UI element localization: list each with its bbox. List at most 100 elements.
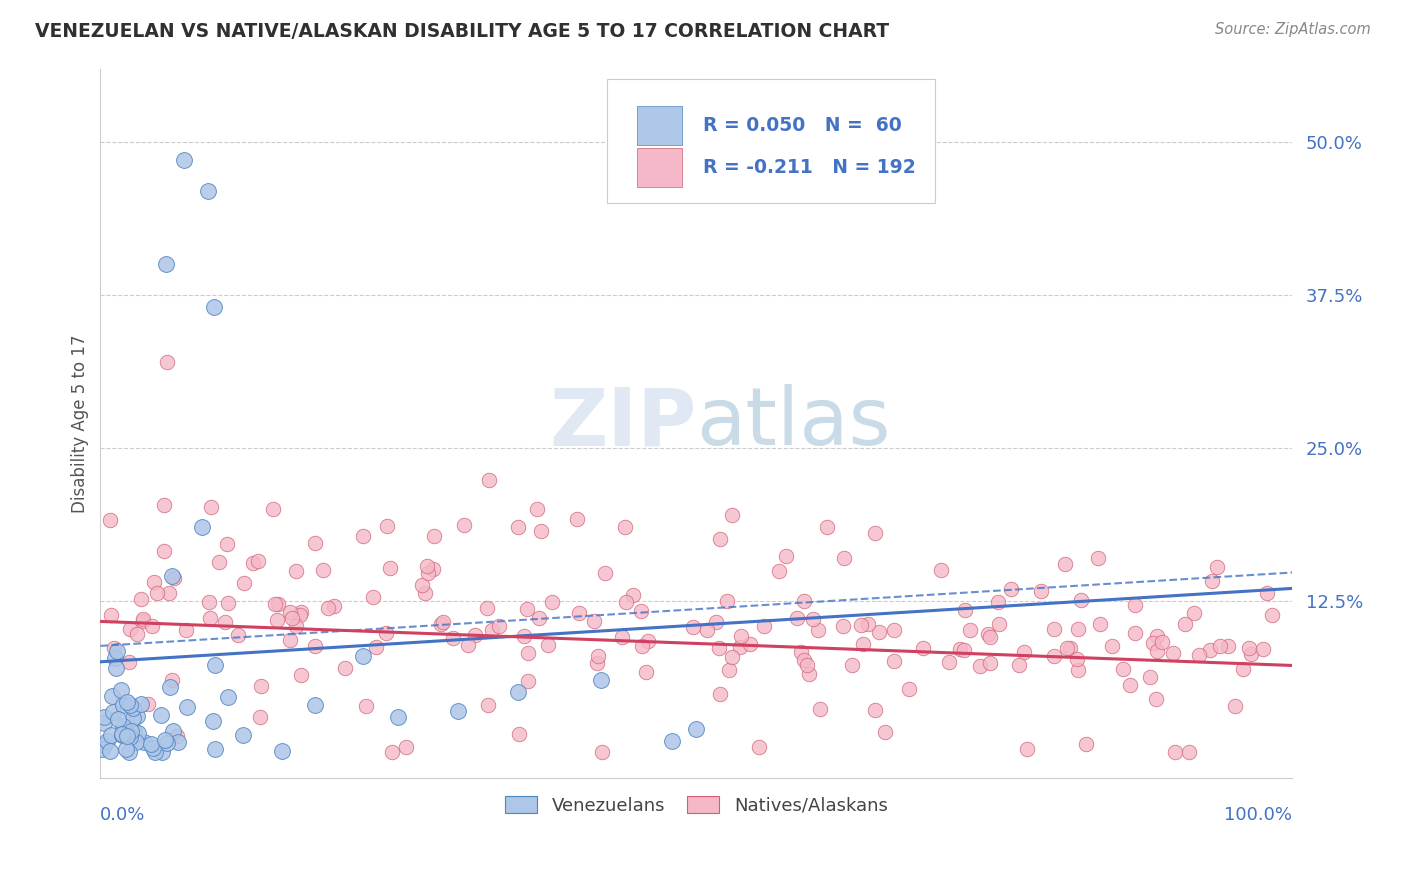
Point — [1182, 606, 1205, 620]
Point — [284, 564, 307, 578]
Point — [959, 623, 981, 637]
Point — [488, 618, 510, 632]
Point — [155, 257, 177, 271]
Point — [174, 624, 197, 638]
Point — [1067, 622, 1090, 636]
Point — [411, 577, 433, 591]
Point — [132, 614, 155, 628]
FancyBboxPatch shape — [637, 106, 682, 145]
Point — [202, 300, 225, 314]
Point — [304, 639, 326, 653]
Point — [129, 591, 152, 606]
Point — [162, 723, 184, 738]
Point — [841, 657, 863, 672]
Text: Source: ZipAtlas.com: Source: ZipAtlas.com — [1215, 22, 1371, 37]
Point — [422, 562, 444, 576]
Point — [536, 638, 558, 652]
Point — [104, 651, 127, 665]
Point — [285, 619, 308, 633]
Point — [979, 656, 1001, 670]
Point — [267, 597, 290, 611]
Point — [949, 641, 972, 656]
Point — [101, 689, 124, 703]
Point — [150, 745, 173, 759]
Point — [155, 736, 177, 750]
Point — [1088, 617, 1111, 632]
Point — [100, 728, 122, 742]
Point — [266, 613, 288, 627]
Point — [1251, 641, 1274, 656]
Point — [1237, 640, 1260, 655]
Point — [197, 184, 219, 198]
Point — [352, 529, 374, 543]
Text: 100.0%: 100.0% — [1225, 806, 1292, 824]
Point — [453, 517, 475, 532]
Point — [1007, 658, 1029, 673]
Point — [969, 658, 991, 673]
Point — [121, 701, 143, 715]
Point — [146, 585, 169, 599]
Point — [464, 628, 486, 642]
Point — [513, 629, 536, 643]
Point — [481, 623, 503, 637]
Point — [129, 698, 152, 712]
Point — [929, 563, 952, 577]
Point — [1017, 742, 1039, 756]
Point — [752, 619, 775, 633]
Point — [591, 745, 613, 759]
Y-axis label: Disability Age 5 to 17: Disability Age 5 to 17 — [72, 334, 89, 513]
Point — [709, 687, 731, 701]
Point — [786, 611, 808, 625]
Point — [200, 500, 222, 515]
Point — [142, 741, 165, 756]
Point — [637, 634, 659, 648]
Point — [1163, 646, 1185, 660]
Point — [173, 153, 195, 168]
Point — [232, 575, 254, 590]
Point — [1053, 557, 1076, 571]
Point — [852, 637, 875, 651]
Point — [100, 608, 122, 623]
Point — [721, 508, 744, 522]
Point — [796, 658, 818, 673]
Point — [280, 633, 302, 648]
Point — [1070, 593, 1092, 607]
Point — [1232, 661, 1254, 675]
Point — [104, 661, 127, 675]
Point — [747, 739, 769, 754]
Point — [93, 715, 115, 730]
Point — [352, 648, 374, 663]
Point — [1216, 639, 1239, 653]
Point — [246, 554, 269, 568]
Point — [728, 640, 751, 654]
Point — [709, 533, 731, 547]
Point — [477, 601, 499, 615]
Point — [115, 730, 138, 744]
Point — [441, 631, 464, 645]
Point — [685, 722, 707, 736]
Point — [418, 566, 440, 580]
Point — [423, 529, 446, 543]
Point — [1012, 645, 1035, 659]
Point — [807, 623, 830, 637]
Point — [987, 616, 1010, 631]
Point — [516, 674, 538, 689]
Point — [506, 520, 529, 534]
Point — [583, 614, 606, 628]
Point — [101, 705, 124, 719]
Point — [156, 355, 179, 369]
Point — [159, 680, 181, 694]
Point — [323, 599, 346, 614]
Point — [118, 698, 141, 712]
Point — [318, 601, 340, 615]
Point — [516, 601, 538, 615]
Point — [1188, 648, 1211, 663]
Point — [249, 710, 271, 724]
Point — [977, 627, 1000, 641]
Point — [304, 536, 326, 550]
Point — [98, 513, 121, 527]
Point — [198, 595, 221, 609]
Point — [808, 701, 831, 715]
Point — [204, 657, 226, 672]
Point — [1101, 639, 1123, 653]
